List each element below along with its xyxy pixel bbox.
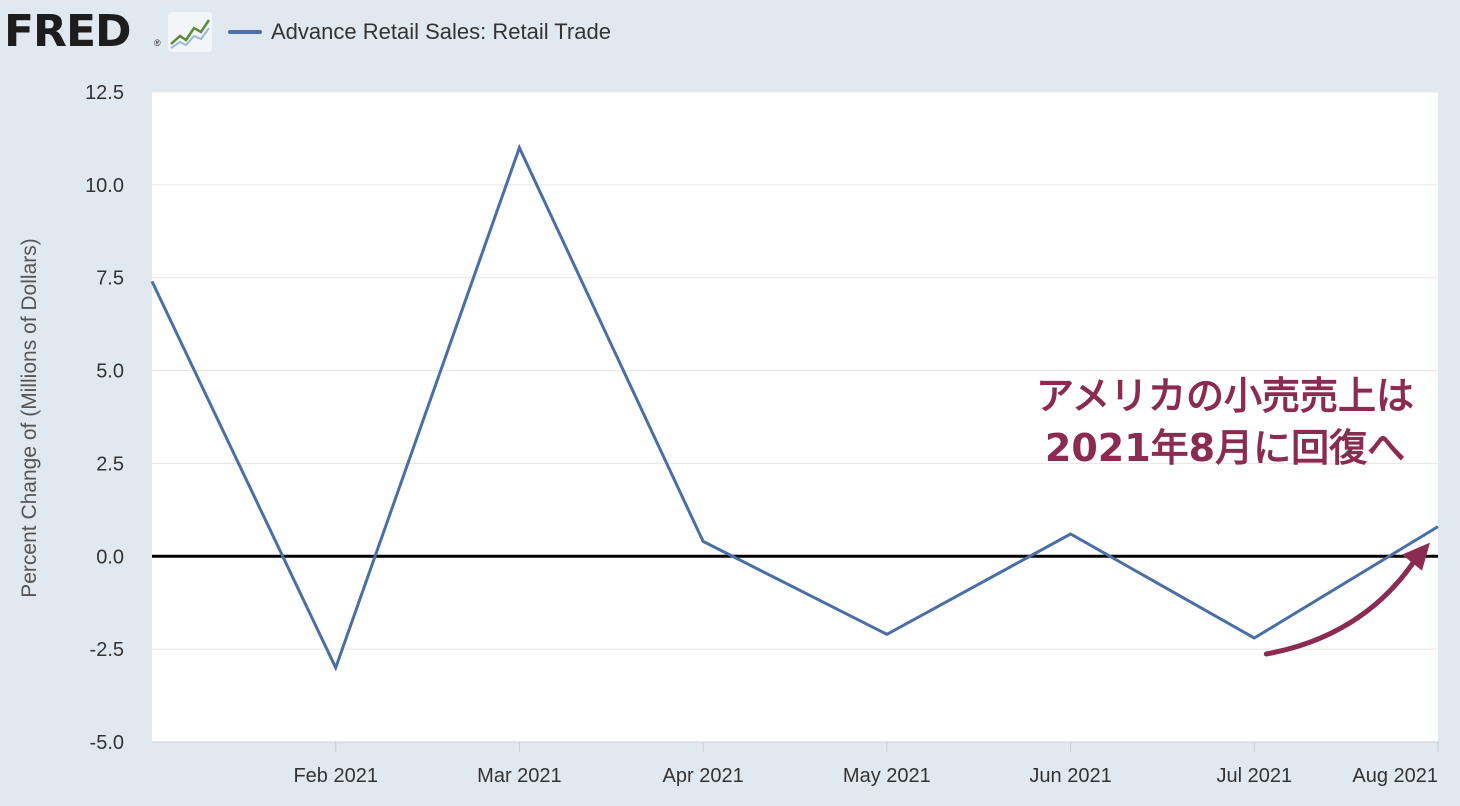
x-axis-ticks: Feb 2021 Mar 2021 Apr 2021 May 2021 Jun 2021… bbox=[152, 741, 1439, 787]
x-tick-label: Aug 2021 bbox=[1352, 765, 1438, 787]
y-tick-label: 12.5 bbox=[85, 82, 124, 104]
legend-series-label: Advance Retail Sales: Retail Trade bbox=[271, 19, 611, 44]
registered-mark: ® bbox=[154, 38, 161, 48]
y-tick-label: 10.0 bbox=[85, 175, 124, 197]
y-tick-label: -5.0 bbox=[90, 732, 124, 754]
series-line-retail-trade[interactable] bbox=[150, 143, 1439, 672]
legend-swatch bbox=[228, 30, 262, 34]
annotation-callout: アメリカの小売売上は 2021年8月に回復へ bbox=[1000, 370, 1450, 474]
fred-line-graph-icon bbox=[168, 12, 212, 52]
x-tick-label: Jul 2021 bbox=[1216, 765, 1292, 787]
y-axis-ticks: 12.5 10.0 7.5 5.0 2.5 0.0 -2.5 -5.0 bbox=[85, 82, 124, 754]
annotation-arrow-shaft bbox=[1263, 556, 1419, 657]
annotation-arrow-head bbox=[1402, 542, 1430, 571]
y-tick-label: 2.5 bbox=[96, 453, 124, 475]
chart-legend[interactable]: Advance Retail Sales: Retail Trade bbox=[228, 14, 611, 50]
x-tick-label: Apr 2021 bbox=[663, 765, 744, 787]
y-tick-label: 0.0 bbox=[96, 546, 124, 568]
annotation-line-2: 2021年8月に回復へ bbox=[1044, 426, 1406, 470]
x-tick-label: Feb 2021 bbox=[293, 765, 378, 787]
y-tick-label: 5.0 bbox=[96, 361, 124, 383]
x-tick-label: Mar 2021 bbox=[477, 765, 562, 787]
y-tick-label: 7.5 bbox=[96, 268, 124, 290]
chart-header: FRED ® Advance Retail Sales: Retail Trad… bbox=[0, 0, 1460, 64]
fred-logo[interactable]: FRED bbox=[4, 6, 132, 57]
x-tick-label: May 2021 bbox=[843, 765, 931, 787]
x-tick-label: Jun 2021 bbox=[1029, 765, 1111, 787]
plot-area bbox=[152, 92, 1438, 742]
curved-arrow-icon bbox=[1263, 542, 1430, 657]
series-points bbox=[151, 147, 1439, 668]
y-tick-label: -2.5 bbox=[90, 639, 124, 661]
annotation-line-1: アメリカの小売売上は bbox=[1035, 374, 1415, 418]
